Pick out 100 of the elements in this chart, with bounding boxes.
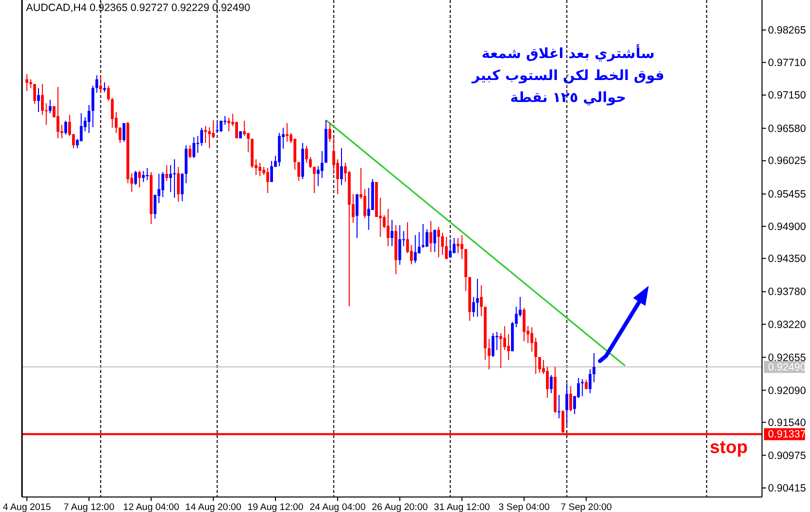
candlestick xyxy=(297,162,300,182)
candlestick xyxy=(456,238,460,254)
x-tick-label: 14 Aug 20:00 xyxy=(185,502,242,512)
candlestick xyxy=(176,166,180,202)
candlestick xyxy=(110,98,114,128)
candlestick xyxy=(386,208,390,247)
candlestick xyxy=(40,84,44,116)
y-tick-label: 0.92655 xyxy=(768,352,806,364)
x-tick-label: 19 Aug 12:00 xyxy=(247,502,304,512)
x-tick-label: 3 Sep 04:00 xyxy=(498,502,550,512)
candlestick xyxy=(312,166,316,194)
y-tick-label: 0.92090 xyxy=(768,384,806,397)
candlestick xyxy=(390,219,394,247)
y-tick-label: 0.91540 xyxy=(768,416,806,429)
ref-line-label: 0.92490 xyxy=(768,361,806,374)
candlestick xyxy=(480,284,483,317)
candlestick xyxy=(242,120,246,136)
candlestick xyxy=(180,172,184,202)
candlestick xyxy=(270,160,273,182)
candlestick xyxy=(33,84,36,104)
candlestick xyxy=(499,332,502,369)
y-tick-label: 0.94900 xyxy=(768,220,806,233)
candlestick xyxy=(441,232,444,256)
annotation: سأشتري بعد اغلاق شمعة xyxy=(482,44,655,62)
candlestick xyxy=(138,170,141,188)
x-tick-label: 7 Aug 12:00 xyxy=(64,502,114,512)
x-tick-label: 12 Aug 04:00 xyxy=(123,502,180,512)
y-tick-label: 0.96025 xyxy=(768,155,806,168)
candlestick xyxy=(433,229,436,252)
candlestick xyxy=(588,368,592,394)
candlestick xyxy=(200,127,204,146)
candlestick xyxy=(507,334,510,360)
candlestick xyxy=(134,170,138,186)
x-tick-label: 26 Aug 20:00 xyxy=(372,502,428,512)
candlestick xyxy=(258,162,262,177)
candlestick xyxy=(448,238,452,258)
candlestick xyxy=(444,236,448,260)
candlestick xyxy=(56,86,60,139)
candlestick xyxy=(356,194,358,238)
candlestick xyxy=(305,145,308,164)
y-tick-label: 0.95455 xyxy=(768,188,806,200)
ref-line-label: 0.91337 xyxy=(768,428,806,441)
candlestick xyxy=(192,136,196,159)
candlestick xyxy=(25,74,28,92)
annotation: حوالي ١٢٥ نقطة xyxy=(510,90,626,106)
candlestick xyxy=(580,378,584,397)
candlestick xyxy=(246,132,250,153)
candlestick xyxy=(476,278,479,318)
candlestick xyxy=(320,150,324,178)
candlestick xyxy=(426,228,428,248)
y-tick-label: 0.94350 xyxy=(768,252,806,265)
candlestick xyxy=(437,226,440,258)
candlestick xyxy=(460,234,464,260)
candlestick xyxy=(293,138,296,170)
candlestick xyxy=(286,122,289,142)
candlestick xyxy=(103,82,106,93)
y-tick-label: 0.96580 xyxy=(768,122,806,135)
y-tick-label: 0.98265 xyxy=(768,24,806,37)
chart-title: AUDCAD,H4 0.92365 0.92727 0.92229 0.92490 xyxy=(26,2,250,14)
candlestick xyxy=(340,148,343,186)
y-tick-label: 0.93220 xyxy=(768,318,806,331)
candlestick xyxy=(592,352,596,383)
candlestick xyxy=(472,296,475,318)
candlestick xyxy=(266,168,270,194)
candlestick xyxy=(142,170,145,182)
x-tick-label: 4 Aug 2015 xyxy=(2,502,51,512)
candlestick xyxy=(422,224,424,248)
y-tick-label: 0.90975 xyxy=(768,450,806,462)
candlestick xyxy=(91,85,94,128)
candlestick xyxy=(204,126,207,144)
candlestick xyxy=(546,366,549,398)
x-tick-label: 31 Aug 12:00 xyxy=(434,502,490,512)
y-tick-label: 0.97150 xyxy=(768,90,806,102)
candlestick xyxy=(363,188,366,219)
candlestick xyxy=(37,88,40,112)
candlestick xyxy=(48,99,52,114)
candlestick xyxy=(328,122,332,142)
x-tick-label: 24 Aug 04:00 xyxy=(310,502,366,512)
y-tick-label: 0.90415 xyxy=(768,482,806,494)
candlestick xyxy=(522,308,526,342)
candlestick xyxy=(173,158,176,198)
candlestick xyxy=(99,75,102,94)
candlestick xyxy=(309,156,312,168)
candlestick xyxy=(558,394,560,419)
y-tick-label: 0.93780 xyxy=(768,286,806,298)
candlestick xyxy=(488,338,491,370)
candlestick xyxy=(88,104,90,134)
x-tick-label: 7 Sep 20:00 xyxy=(560,502,612,512)
candlestick xyxy=(235,121,238,139)
y-tick-label: 0.97710 xyxy=(768,56,806,69)
candlestick xyxy=(414,234,417,264)
candlestick xyxy=(118,126,122,144)
candlestick xyxy=(107,85,110,102)
candlestick xyxy=(169,164,172,192)
candlestick xyxy=(208,126,211,149)
candlestick xyxy=(492,332,494,358)
candlestick xyxy=(216,122,219,134)
annotation: stop xyxy=(710,437,748,458)
candlestick xyxy=(538,356,542,374)
candlestick xyxy=(188,144,192,159)
